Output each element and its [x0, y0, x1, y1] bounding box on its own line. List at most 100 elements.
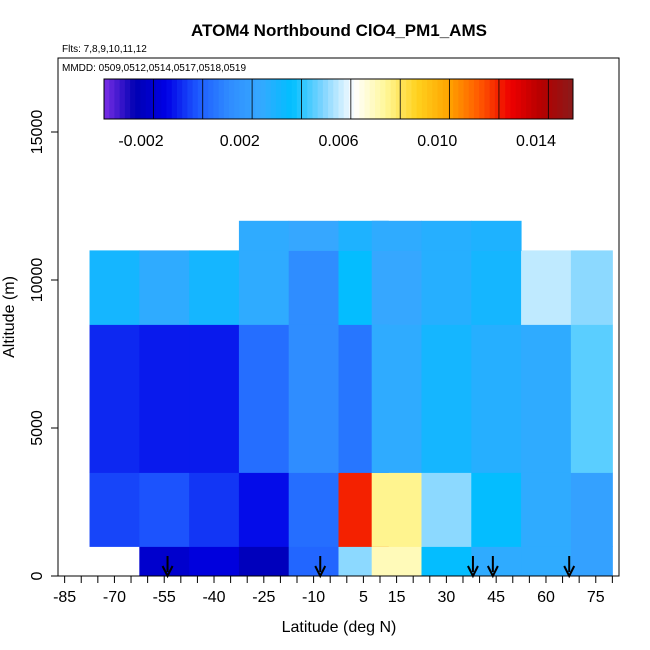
colorbar-swatch [442, 79, 449, 119]
colorbar-swatch [302, 79, 308, 119]
colorbar-swatch [536, 79, 543, 119]
colorbar-swatch [489, 79, 496, 119]
colorbar-swatch [343, 79, 350, 119]
colorbar-swatch [380, 79, 386, 119]
colorbar-swatch [359, 79, 365, 119]
heatmap-cell [189, 250, 240, 325]
heatmap-cell [521, 472, 572, 547]
colorbar-swatch [562, 79, 569, 119]
colorbar-swatch [161, 79, 167, 119]
colorbar-swatch [140, 79, 147, 119]
colorbar-swatch [130, 79, 136, 119]
colorbar-swatch [239, 79, 246, 119]
colorbar-swatch [218, 79, 225, 119]
colorbar-swatch [197, 79, 204, 119]
colorbar-swatch [171, 79, 178, 119]
heatmap-cell [288, 546, 339, 577]
heatmap-cell [421, 220, 472, 251]
heatmap-cell [371, 546, 422, 577]
heatmap-cell [288, 472, 339, 547]
x-tick-label: 75 [587, 589, 605, 606]
colorbar-swatch [249, 79, 256, 119]
colorbar-swatch [463, 79, 470, 119]
colorbar-swatch [348, 79, 355, 119]
colorbar-swatch [281, 79, 287, 119]
colorbar-swatch [192, 79, 199, 119]
y-tick-label: 0 [29, 571, 46, 580]
heatmap-cell [421, 250, 472, 325]
x-tick-label: -40 [202, 589, 225, 606]
colorbar-swatch [369, 79, 376, 119]
x-tick-label: -10 [302, 589, 325, 606]
axes: -85 -70 -55 -40 -25 -10 5 15 30 45 60 75 0 5000 10000 1… [29, 110, 613, 606]
colorbar-swatch [145, 79, 152, 119]
colorbar-swatch [416, 79, 423, 119]
colorbar-swatch [557, 79, 563, 119]
colorbar-swatch [124, 79, 131, 119]
heatmap-cell [421, 324, 472, 473]
heatmap-cell [288, 324, 339, 473]
colorbar-swatch [515, 79, 522, 119]
colorbar-swatch [291, 79, 298, 119]
colorbar-swatch [421, 79, 428, 119]
colorbar-swatch [213, 79, 220, 119]
heatmap-cell [371, 220, 422, 251]
heatmap-cell [238, 220, 290, 251]
colorbar-swatch [176, 79, 183, 119]
colorbar-frame [103, 78, 574, 120]
colorbar-tick-label: 0.006 [318, 133, 358, 150]
y-axis-label: Altitude (m) [1, 276, 18, 358]
colorbar-swatch [484, 79, 491, 119]
heatmap-layer [89, 220, 613, 577]
colorbar-swatch [411, 79, 418, 119]
colorbar-swatch [374, 79, 381, 119]
colorbar-swatch [166, 79, 173, 119]
colorbar-swatch [432, 79, 438, 119]
heatmap-cell [521, 546, 572, 577]
colorbar-swatch [500, 79, 506, 119]
colorbar-swatch [104, 79, 110, 119]
colorbar-swatch [406, 79, 412, 119]
colorbar-swatch [473, 79, 480, 119]
colorbar-swatch [354, 79, 360, 119]
x-tick-label: -55 [153, 589, 176, 606]
colorbar-swatch [505, 79, 511, 119]
flights-note: Flts: 7,8,9,10,11,12 [62, 44, 147, 55]
colorbar-swatch [114, 79, 121, 119]
colorbar-swatch [526, 79, 532, 119]
heatmap-cell [570, 250, 613, 325]
colorbar-tick-label: -0.002 [118, 133, 163, 150]
colorbar-swatch [187, 79, 193, 119]
colorbar-swatch [119, 79, 126, 119]
plot-frame [57, 57, 620, 577]
colorbar-swatch [229, 79, 235, 119]
x-tick-label: 45 [487, 589, 505, 606]
heatmap-cell [139, 324, 190, 473]
heatmap-cell [238, 324, 290, 473]
colorbar-swatch [437, 79, 444, 119]
heatmap-cell [288, 250, 339, 325]
colorbar-swatch [546, 79, 553, 119]
colorbar-swatch [255, 79, 261, 119]
y-tick-label: 5000 [29, 410, 46, 446]
heatmap-cell [471, 250, 522, 325]
heatmap-cell [189, 324, 240, 473]
heatmap-cell [371, 250, 422, 325]
colorbar-swatch [479, 79, 485, 119]
x-tick-label: -25 [252, 589, 275, 606]
colorbar-tick-label: 0.010 [417, 133, 457, 150]
colorbar-swatch [203, 79, 209, 119]
x-tick-label: 30 [437, 589, 455, 606]
y-tick-label: 10000 [29, 258, 46, 303]
colorbar-swatch [296, 79, 303, 119]
colorbar-swatch [109, 79, 115, 119]
colorbar-swatch [510, 79, 517, 119]
colorbar: -0.002 0.002 0.006 0.010 0.014 [103, 78, 574, 150]
x-tick-label: 5 [359, 589, 368, 606]
colorbar-swatch [312, 79, 319, 119]
heatmap-cell [238, 250, 290, 325]
colorbar-swatch [223, 79, 230, 119]
heatmap-cell [471, 220, 522, 251]
colorbar-swatch [156, 79, 162, 119]
colorbar-swatch [307, 79, 313, 119]
